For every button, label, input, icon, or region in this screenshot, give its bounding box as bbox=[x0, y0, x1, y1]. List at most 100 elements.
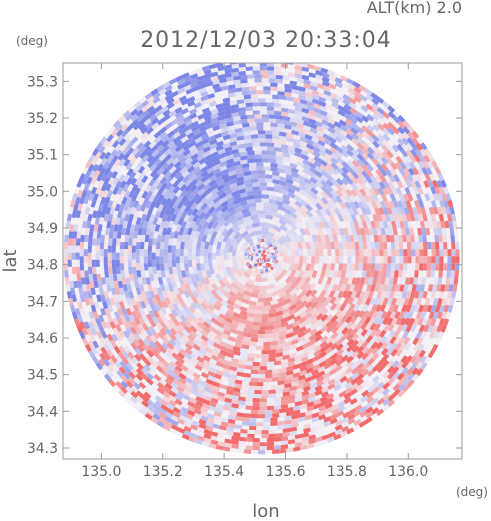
radar-cell bbox=[219, 248, 225, 257]
radar-cell bbox=[263, 162, 271, 167]
radar-cell bbox=[88, 311, 95, 320]
radar-cell bbox=[398, 263, 404, 271]
radar-cell bbox=[164, 84, 173, 92]
radar-cell bbox=[284, 281, 293, 290]
radar-cell bbox=[164, 176, 173, 185]
radar-cell bbox=[252, 438, 260, 443]
radar-cell bbox=[280, 107, 289, 113]
radar-cell bbox=[323, 85, 332, 92]
radar-cell bbox=[310, 289, 318, 298]
radar-cell bbox=[340, 349, 349, 358]
radar-cell bbox=[165, 322, 173, 331]
radar-cell bbox=[179, 161, 188, 170]
radar-cell bbox=[339, 248, 344, 257]
radar-cell bbox=[143, 364, 152, 372]
radar-cell bbox=[122, 220, 128, 229]
radar-cell bbox=[371, 386, 380, 395]
radar-cell bbox=[284, 337, 293, 344]
radar-cell bbox=[335, 315, 344, 323]
radar-cell bbox=[385, 310, 393, 319]
radar-cell bbox=[437, 173, 445, 182]
radar-cell bbox=[298, 234, 306, 243]
radar-cell bbox=[185, 92, 194, 99]
radar-cell bbox=[130, 396, 139, 404]
radar-cell bbox=[356, 351, 365, 360]
radar-cell bbox=[176, 293, 183, 302]
radar-cell bbox=[263, 305, 271, 311]
radar-cell bbox=[238, 111, 246, 117]
radar-cell bbox=[172, 136, 181, 144]
radar-cell bbox=[218, 308, 227, 316]
radar-cell bbox=[424, 193, 431, 202]
radar-cell bbox=[288, 299, 297, 307]
radar-cell bbox=[356, 126, 365, 134]
radar-cell bbox=[272, 94, 280, 100]
radar-cell bbox=[152, 238, 157, 246]
radar-cell bbox=[283, 292, 292, 301]
radar-cell bbox=[425, 167, 433, 176]
radar-cell bbox=[368, 227, 374, 236]
radar-cell bbox=[141, 99, 150, 108]
radar-cell bbox=[340, 155, 349, 163]
radar-cell bbox=[394, 241, 400, 250]
radar-cell bbox=[449, 227, 455, 236]
radar-cell bbox=[199, 248, 204, 257]
radar-cell bbox=[118, 366, 127, 375]
radar-cell bbox=[144, 319, 152, 328]
radar-cell bbox=[211, 244, 217, 253]
radar-cell bbox=[191, 259, 197, 268]
radar-cell bbox=[332, 394, 341, 402]
radar-cell bbox=[336, 234, 343, 243]
radar-cell bbox=[370, 335, 379, 344]
radar-cell bbox=[116, 186, 124, 195]
radar-cell bbox=[90, 199, 97, 208]
radar-cell bbox=[361, 220, 368, 229]
radar-cell bbox=[308, 434, 317, 441]
radar-cell bbox=[387, 127, 396, 136]
radar-cell bbox=[172, 318, 181, 327]
radar-cell bbox=[265, 333, 273, 339]
radar-cell bbox=[290, 222, 298, 231]
radar-cell bbox=[143, 249, 148, 257]
radar-cell bbox=[304, 129, 313, 136]
radar-cell bbox=[395, 220, 401, 229]
radar-cell bbox=[266, 288, 275, 294]
radar-cell bbox=[174, 333, 183, 341]
radar-cell bbox=[141, 400, 150, 408]
radar-cell bbox=[401, 290, 408, 299]
radar-cell bbox=[87, 213, 93, 222]
radar-cell bbox=[334, 424, 343, 431]
radar-cell bbox=[152, 96, 161, 104]
radar-cell bbox=[363, 249, 368, 257]
radar-cell bbox=[259, 222, 268, 227]
radar-cell bbox=[259, 322, 268, 327]
radar-cell bbox=[152, 287, 159, 296]
radar-cell bbox=[278, 218, 287, 226]
radar-cell bbox=[341, 161, 350, 169]
radar-cell bbox=[141, 344, 150, 353]
radar-cell bbox=[309, 241, 316, 250]
radar-cell bbox=[227, 252, 232, 261]
radar-cell bbox=[439, 304, 445, 313]
radar-cell bbox=[275, 196, 284, 202]
radar-cell bbox=[291, 84, 299, 91]
radar-cell bbox=[364, 322, 372, 331]
radar-cell bbox=[88, 273, 94, 282]
radar-cells bbox=[63, 63, 460, 455]
x-tick-label: 135.8 bbox=[327, 464, 367, 480]
radar-cell bbox=[270, 340, 278, 346]
radar-cell bbox=[125, 385, 134, 394]
y-tick-label: 34.3 bbox=[27, 441, 58, 457]
radar-cell bbox=[333, 433, 342, 441]
radar-cell bbox=[371, 347, 379, 356]
radar-cell bbox=[136, 142, 144, 150]
radar-cell bbox=[279, 326, 288, 332]
radar-cell bbox=[203, 386, 212, 393]
radar-cell bbox=[375, 162, 384, 171]
radar-cell bbox=[156, 420, 165, 428]
radar-cell bbox=[232, 303, 241, 310]
radar-cell bbox=[259, 218, 268, 223]
radar-cell bbox=[330, 241, 336, 250]
radar-cell bbox=[176, 234, 183, 243]
radar-cell bbox=[287, 394, 296, 400]
